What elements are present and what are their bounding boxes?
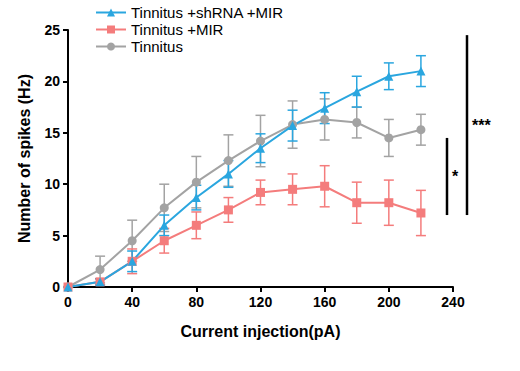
svg-text:Current injection(pA): Current injection(pA) [181, 323, 341, 340]
svg-text:5: 5 [52, 228, 60, 244]
svg-text:Number of spikes (Hz): Number of spikes (Hz) [16, 74, 33, 243]
svg-text:200: 200 [377, 294, 401, 310]
svg-text:Tinnitus: Tinnitus [131, 38, 183, 55]
svg-text:15: 15 [44, 125, 60, 141]
svg-text:240: 240 [441, 294, 465, 310]
svg-text:***: *** [472, 117, 491, 134]
svg-text:160: 160 [313, 294, 337, 310]
svg-text:20: 20 [44, 73, 60, 89]
svg-text:80: 80 [189, 294, 205, 310]
svg-text:*: * [452, 168, 459, 185]
svg-text:25: 25 [44, 22, 60, 38]
svg-text:0: 0 [64, 294, 72, 310]
svg-text:Tinnitus +MIR: Tinnitus +MIR [131, 21, 224, 38]
svg-text:120: 120 [249, 294, 273, 310]
svg-text:Tinnitus +shRNA +MIR: Tinnitus +shRNA +MIR [131, 4, 283, 21]
svg-text:10: 10 [44, 176, 60, 192]
svg-text:0: 0 [52, 279, 60, 295]
svg-text:40: 40 [124, 294, 140, 310]
